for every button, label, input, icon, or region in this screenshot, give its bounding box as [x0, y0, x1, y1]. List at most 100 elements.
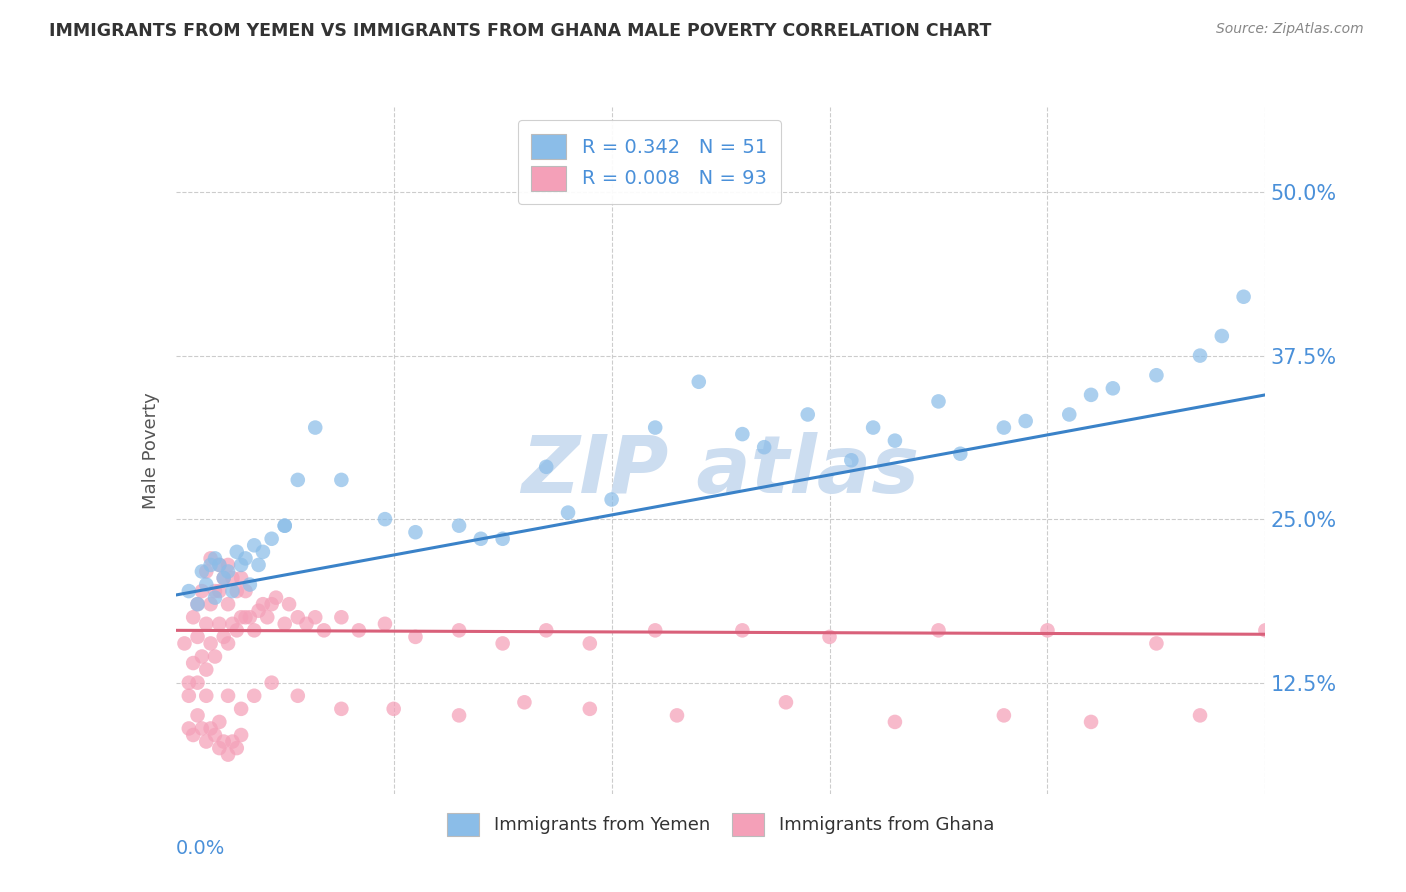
Point	[208, 741, 231, 756]
Point	[534, 624, 557, 638]
Point	[579, 702, 602, 716]
Point	[374, 616, 396, 631]
Point	[177, 675, 200, 690]
Point	[304, 420, 326, 434]
Legend: Immigrants from Yemen, Immigrants from Ghana: Immigrants from Yemen, Immigrants from G…	[440, 805, 1001, 843]
Point	[382, 702, 405, 716]
Point	[177, 689, 200, 703]
Point	[274, 616, 297, 631]
Point	[235, 610, 257, 624]
Point	[181, 656, 204, 670]
Point	[195, 734, 218, 748]
Point	[447, 624, 470, 638]
Point	[949, 447, 972, 461]
Point	[217, 636, 239, 650]
Point	[841, 453, 863, 467]
Point	[217, 558, 239, 572]
Point	[186, 630, 209, 644]
Point	[195, 689, 218, 703]
Point	[204, 584, 226, 599]
Point	[221, 734, 243, 748]
Point	[1232, 290, 1256, 304]
Point	[600, 492, 623, 507]
Point	[644, 624, 666, 638]
Text: ZIP atlas: ZIP atlas	[522, 432, 920, 510]
Point	[221, 584, 243, 599]
Point	[195, 663, 218, 677]
Point	[231, 571, 253, 585]
Point	[200, 597, 222, 611]
Point	[579, 636, 602, 650]
Point	[200, 551, 222, 566]
Point	[221, 616, 243, 631]
Point	[862, 420, 884, 434]
Point	[1144, 636, 1167, 650]
Point	[312, 624, 335, 638]
Text: 0.0%: 0.0%	[176, 838, 225, 857]
Point	[492, 532, 515, 546]
Point	[775, 695, 797, 709]
Point	[243, 689, 266, 703]
Point	[1211, 329, 1233, 343]
Point	[731, 624, 754, 638]
Point	[1102, 381, 1125, 395]
Point	[191, 584, 214, 599]
Point	[993, 708, 1015, 723]
Point	[208, 558, 231, 572]
Point	[252, 545, 274, 559]
Point	[195, 616, 218, 631]
Point	[204, 591, 226, 605]
Point	[191, 722, 214, 736]
Point	[405, 630, 427, 644]
Point	[1015, 414, 1038, 428]
Point	[200, 636, 222, 650]
Point	[181, 610, 204, 624]
Point	[231, 728, 253, 742]
Point	[217, 747, 239, 762]
Point	[212, 630, 235, 644]
Point	[186, 708, 209, 723]
Point	[644, 420, 666, 434]
Point	[221, 571, 243, 585]
Point	[247, 558, 270, 572]
Point	[330, 473, 353, 487]
Point	[731, 427, 754, 442]
Point	[256, 610, 278, 624]
Point	[1057, 408, 1080, 422]
Point	[884, 714, 907, 729]
Point	[181, 728, 204, 742]
Point	[195, 577, 218, 591]
Y-axis label: Male Poverty: Male Poverty	[142, 392, 160, 508]
Point	[374, 512, 396, 526]
Point	[231, 558, 253, 572]
Point	[208, 558, 231, 572]
Point	[217, 565, 239, 579]
Point	[260, 597, 283, 611]
Point	[212, 571, 235, 585]
Point	[287, 473, 309, 487]
Text: IMMIGRANTS FROM YEMEN VS IMMIGRANTS FROM GHANA MALE POVERTY CORRELATION CHART: IMMIGRANTS FROM YEMEN VS IMMIGRANTS FROM…	[49, 22, 991, 40]
Point	[513, 695, 536, 709]
Point	[243, 624, 266, 638]
Point	[243, 538, 266, 552]
Point	[1189, 349, 1212, 363]
Point	[225, 584, 247, 599]
Point	[754, 440, 776, 454]
Point	[534, 459, 557, 474]
Point	[928, 394, 950, 409]
Point	[666, 708, 689, 723]
Point	[287, 689, 309, 703]
Point	[212, 571, 235, 585]
Point	[208, 714, 231, 729]
Point	[217, 597, 239, 611]
Point	[200, 558, 222, 572]
Point	[235, 584, 257, 599]
Point	[204, 649, 226, 664]
Point	[1189, 708, 1212, 723]
Point	[247, 604, 270, 618]
Point	[928, 624, 950, 638]
Point	[200, 722, 222, 736]
Point	[239, 610, 262, 624]
Point	[186, 597, 209, 611]
Point	[688, 375, 710, 389]
